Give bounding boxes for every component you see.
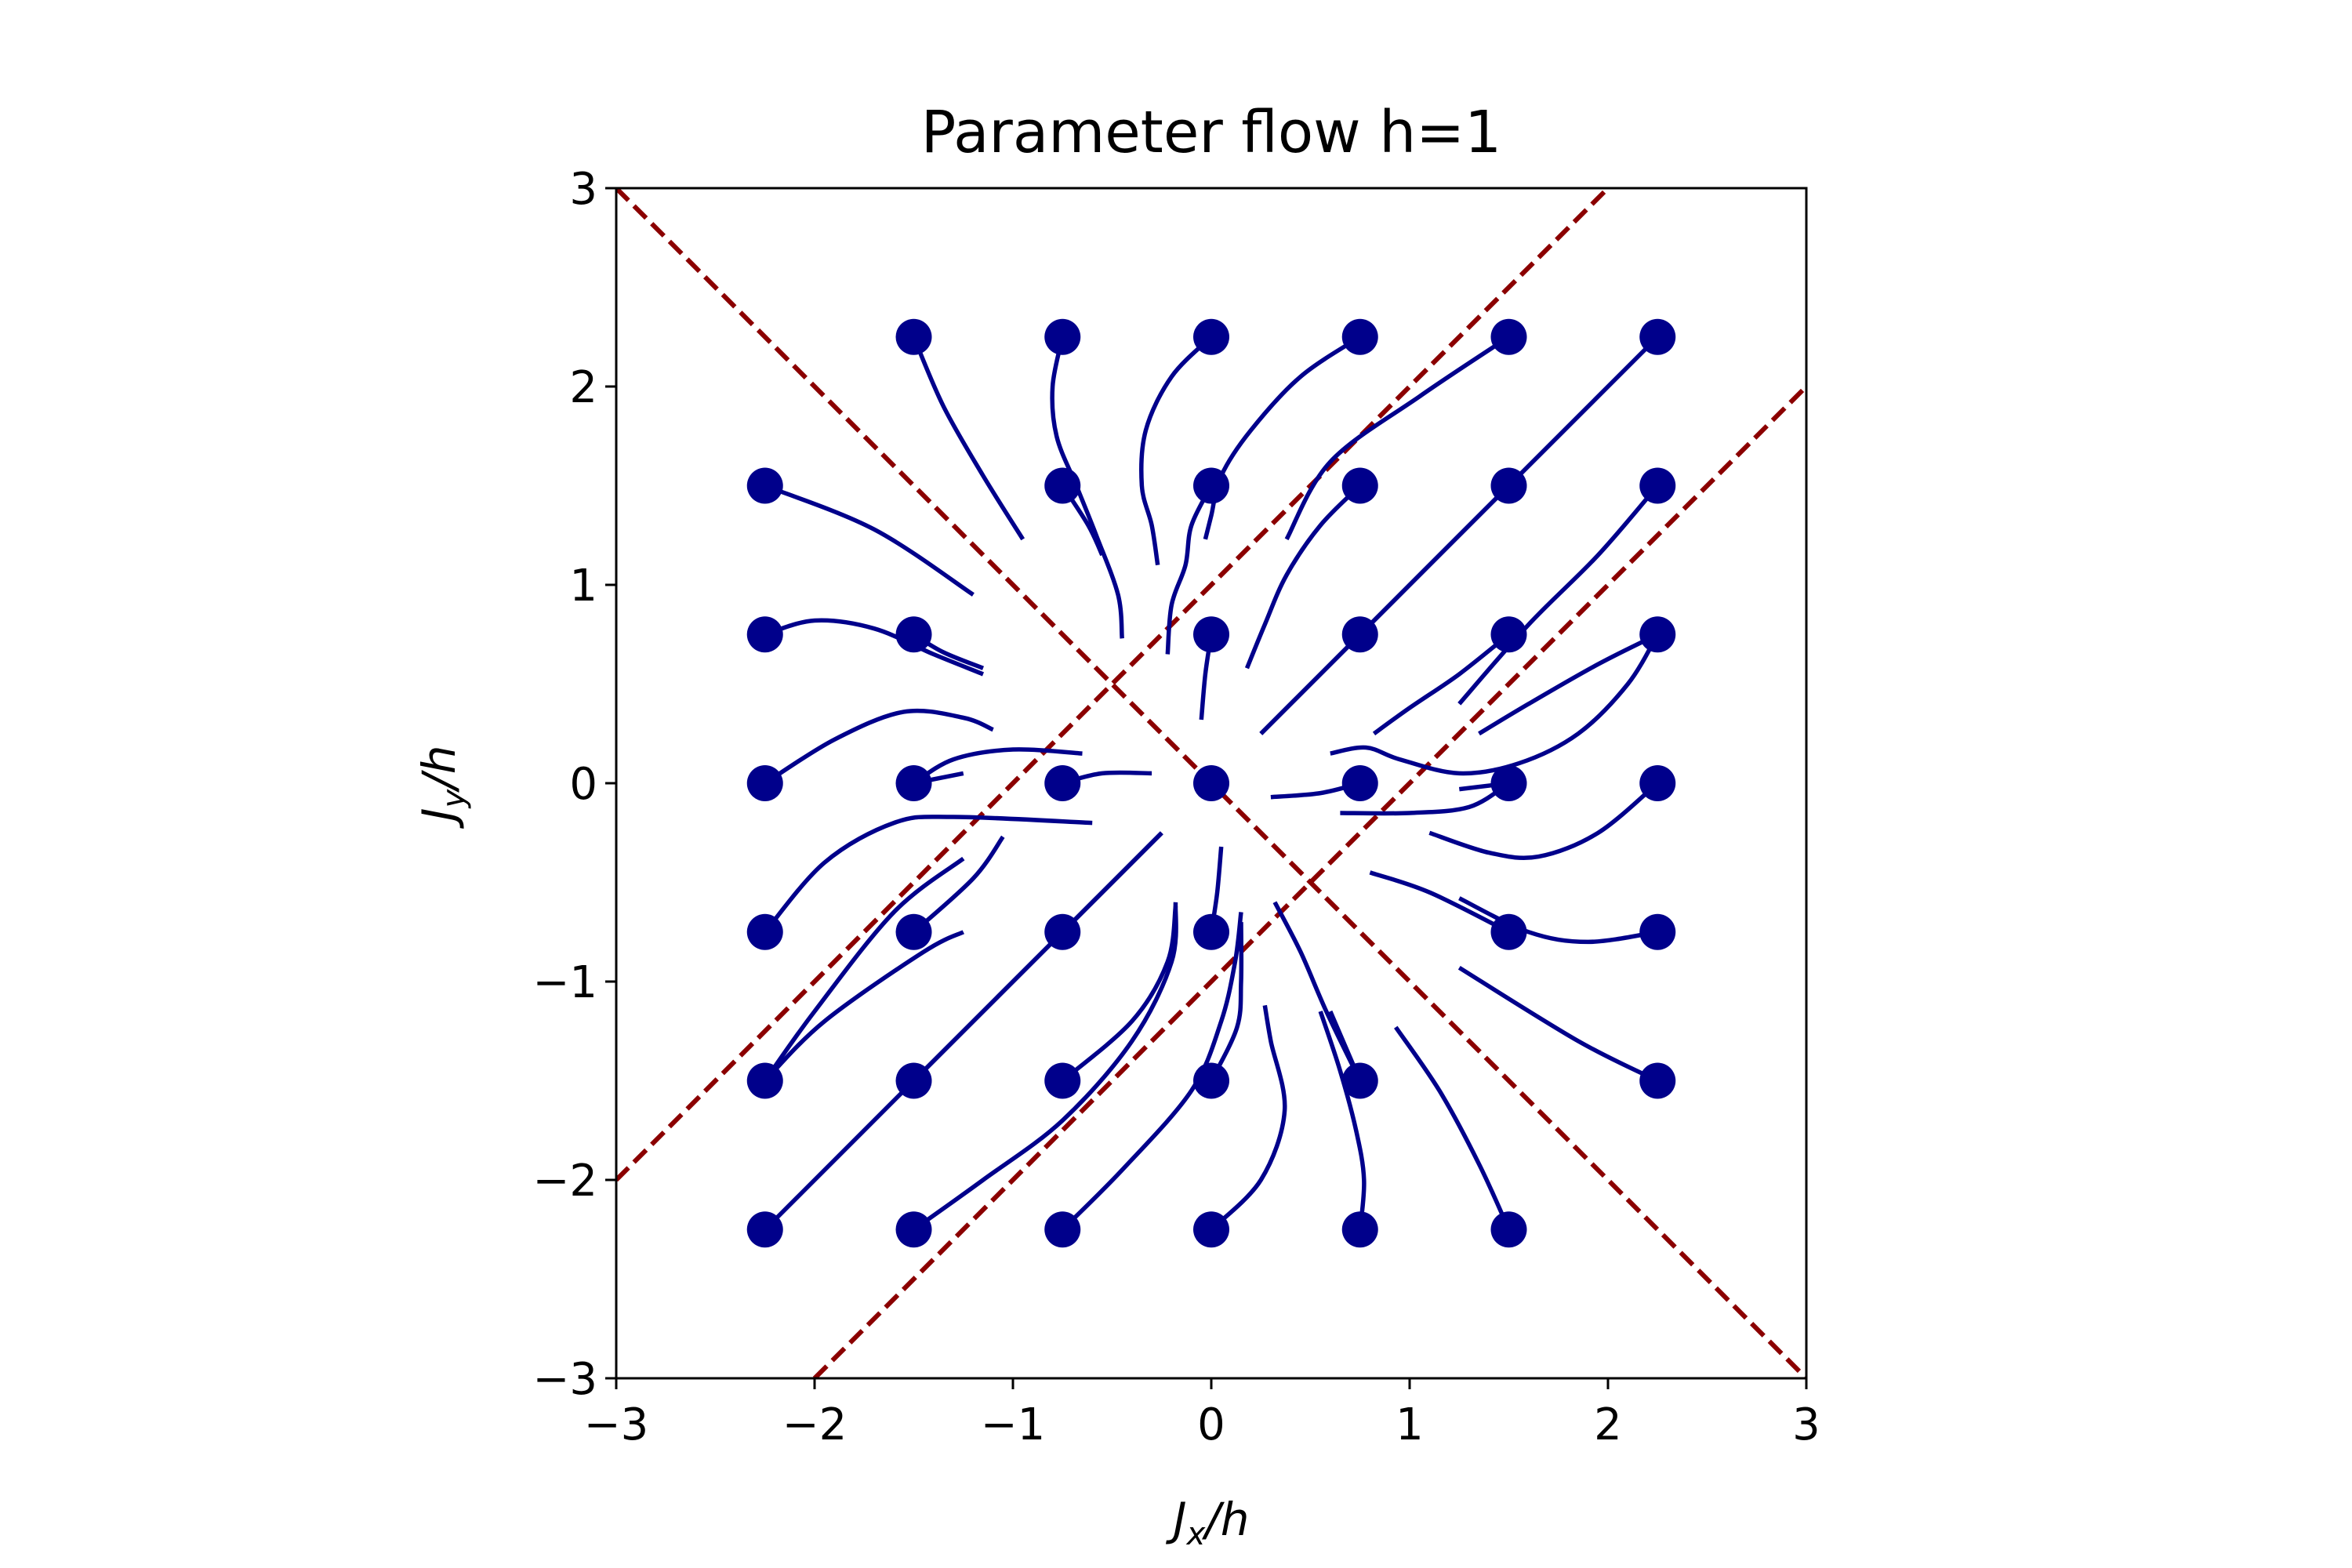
data-point-10 bbox=[1490, 467, 1527, 504]
data-point-40 bbox=[1193, 1211, 1229, 1248]
data-point-38 bbox=[895, 1211, 932, 1248]
flow-line-19 bbox=[913, 747, 1083, 786]
flow-line-31 bbox=[1369, 870, 1510, 935]
data-point-41 bbox=[1341, 1211, 1378, 1248]
data-point-17 bbox=[1639, 616, 1676, 653]
data-point-35 bbox=[1341, 1062, 1378, 1099]
flow-line-35 bbox=[1061, 906, 1178, 1083]
data-point-5 bbox=[1639, 318, 1676, 355]
flow-line-33 bbox=[763, 930, 965, 1083]
data-point-34 bbox=[1193, 1062, 1229, 1099]
x-tick-label-1: −2 bbox=[782, 1399, 848, 1450]
flow-line-4 bbox=[1284, 335, 1511, 541]
x-tick-label-6: 3 bbox=[1792, 1399, 1820, 1450]
data-point-20 bbox=[1044, 765, 1081, 801]
flow-line-8 bbox=[1165, 485, 1214, 655]
data-point-27 bbox=[1044, 913, 1081, 950]
flow-line-30 bbox=[1458, 896, 1658, 945]
data-point-4 bbox=[1490, 318, 1527, 355]
data-point-21 bbox=[1193, 765, 1229, 801]
flow-line-15 bbox=[1372, 633, 1511, 736]
data-point-3 bbox=[1341, 318, 1378, 355]
data-point-19 bbox=[895, 765, 932, 801]
x-axis-ticks: −3 −2 −1 0 1 2 3 bbox=[584, 1378, 1820, 1450]
data-point-11 bbox=[1639, 467, 1676, 504]
data-point-16 bbox=[1490, 616, 1527, 653]
y-axis-ticks: −3 −2 −1 0 1 2 3 bbox=[532, 164, 616, 1405]
data-points bbox=[746, 318, 1676, 1248]
boundary-line-2 bbox=[812, 384, 1806, 1378]
x-tick-label-3: 0 bbox=[1197, 1399, 1225, 1450]
x-tick-label-2: −1 bbox=[981, 1399, 1046, 1450]
flow-line-9 bbox=[1244, 484, 1362, 670]
flow-line-0 bbox=[911, 336, 1025, 541]
flow-line-24 bbox=[1428, 781, 1660, 861]
data-point-39 bbox=[1044, 1211, 1081, 1248]
data-point-29 bbox=[1490, 913, 1527, 950]
data-point-15 bbox=[1341, 616, 1378, 653]
data-point-36 bbox=[1639, 1062, 1676, 1099]
flow-line-42 bbox=[1210, 1004, 1287, 1232]
flow-line-16 bbox=[1478, 632, 1659, 736]
data-point-0 bbox=[895, 318, 932, 355]
flow-line-2 bbox=[1139, 335, 1213, 566]
flow-line-11 bbox=[1457, 484, 1660, 706]
flow-line-12 bbox=[764, 618, 985, 677]
data-point-30 bbox=[1639, 913, 1676, 950]
data-point-24 bbox=[1639, 765, 1676, 801]
flow-line-37 bbox=[1457, 965, 1659, 1083]
y-tick-label-0: −3 bbox=[532, 1354, 597, 1405]
data-point-31 bbox=[746, 1062, 783, 1099]
flow-line-6 bbox=[764, 483, 975, 597]
data-point-6 bbox=[746, 467, 783, 504]
data-point-14 bbox=[1193, 616, 1229, 653]
data-point-25 bbox=[746, 913, 783, 950]
data-point-32 bbox=[895, 1062, 932, 1099]
data-point-28 bbox=[1193, 913, 1229, 950]
data-point-9 bbox=[1341, 467, 1378, 504]
y-tick-label-6: 3 bbox=[569, 164, 597, 215]
data-point-12 bbox=[746, 616, 783, 653]
y-tick-label-3: 0 bbox=[569, 759, 597, 810]
flow-line-32 bbox=[763, 856, 965, 1083]
y-tick-label-2: −1 bbox=[532, 957, 597, 1008]
data-point-8 bbox=[1193, 467, 1229, 504]
data-point-37 bbox=[746, 1211, 783, 1248]
data-point-22 bbox=[1341, 765, 1378, 801]
data-point-7 bbox=[1044, 467, 1081, 504]
flow-line-40 bbox=[912, 902, 1178, 1232]
chart-title: Parameter flow h=1 bbox=[921, 99, 1501, 166]
data-point-13 bbox=[895, 616, 932, 653]
y-tick-label-5: 2 bbox=[569, 362, 597, 413]
data-point-33 bbox=[1044, 1062, 1081, 1099]
flow-line-18 bbox=[764, 708, 994, 786]
data-point-42 bbox=[1490, 1211, 1527, 1248]
data-point-18 bbox=[746, 765, 783, 801]
flow-line-44 bbox=[1394, 1025, 1512, 1231]
data-point-26 bbox=[895, 913, 932, 950]
flow-line-25 bbox=[1340, 781, 1511, 816]
y-tick-label-1: −2 bbox=[532, 1156, 597, 1207]
flow-line-36 bbox=[1209, 922, 1244, 1082]
data-point-2 bbox=[1193, 318, 1229, 355]
flow-line-39 bbox=[763, 831, 1163, 1232]
x-tick-label-0: −3 bbox=[584, 1399, 649, 1450]
flow-line-3 bbox=[1203, 335, 1362, 540]
x-axis-label: Jx/h bbox=[1165, 1493, 1249, 1552]
y-tick-label-4: 1 bbox=[569, 561, 597, 612]
data-point-1 bbox=[1044, 318, 1081, 355]
boundary-line-1 bbox=[616, 188, 1610, 1182]
x-tick-label-4: 1 bbox=[1396, 1399, 1424, 1450]
data-point-23 bbox=[1490, 765, 1527, 801]
x-tick-label-5: 2 bbox=[1594, 1399, 1622, 1450]
flow-line-26 bbox=[763, 815, 1093, 934]
flow-line-43 bbox=[1318, 1011, 1367, 1230]
y-axis-label: Jy/h bbox=[412, 745, 472, 829]
